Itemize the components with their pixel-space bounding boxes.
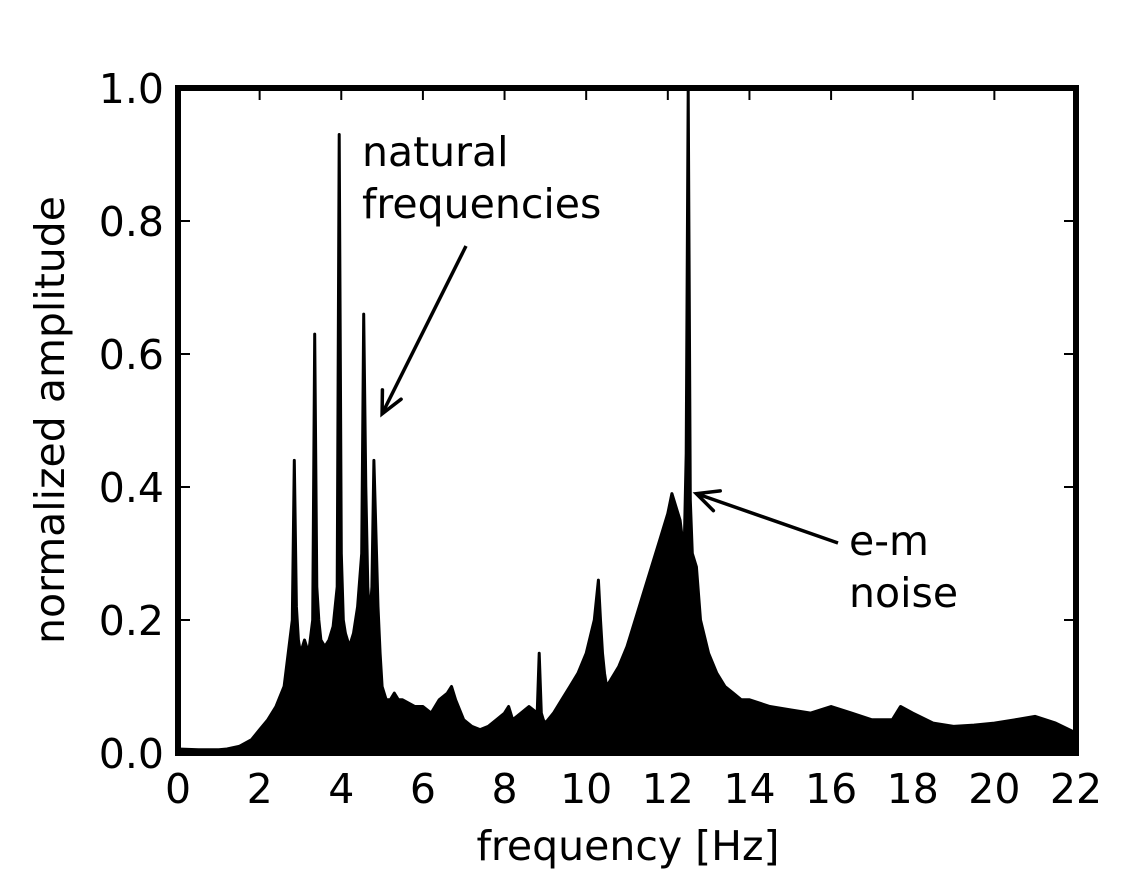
arrowhead-icon [692, 489, 722, 513]
annotation-arrow [380, 245, 468, 415]
x-tick-label: 8 [491, 765, 517, 813]
y-tick-label: 0.2 [99, 597, 164, 645]
x-tick-label: 6 [410, 765, 436, 813]
plot-frame [175, 85, 1079, 756]
y-axis-title: normalized amplitude [26, 196, 74, 644]
y-tick-label: 0.8 [99, 198, 164, 246]
annotation-text: natural [362, 128, 509, 176]
y-axis: 0.0 0.2 0.4 0.6 0.8 1.0 [99, 65, 1076, 778]
x-tick-label: 16 [805, 765, 857, 813]
x-tick-label: 22 [1050, 765, 1102, 813]
x-tick-label: 0 [165, 765, 191, 813]
spectrum-series-0 [176, 86, 1078, 755]
y-tick-label: 1.0 [99, 65, 164, 113]
y-tick-label: 0.0 [99, 730, 164, 778]
annotation-text: frequencies [362, 180, 601, 228]
x-tick-label: 10 [560, 765, 612, 813]
x-tick-label: 4 [328, 765, 354, 813]
x-tick-label: 18 [887, 765, 939, 813]
y-tick-label: 0.4 [99, 464, 164, 512]
x-axis: 0 2 4 6 8 10 12 14 16 18 20 22 [165, 88, 1102, 813]
plot-area [176, 86, 1078, 755]
y-tick-label: 0.6 [99, 331, 164, 379]
annotation-text: noise [849, 569, 958, 617]
x-tick-label: 2 [247, 765, 273, 813]
arrowhead-icon [380, 388, 403, 418]
annotation-arrow [695, 491, 839, 545]
x-tick-label: 12 [642, 765, 694, 813]
x-tick-label: 14 [723, 765, 775, 813]
annotation-text: e-m [849, 517, 929, 565]
x-tick-label: 20 [968, 765, 1020, 813]
x-axis-title: frequency [Hz] [476, 822, 779, 870]
